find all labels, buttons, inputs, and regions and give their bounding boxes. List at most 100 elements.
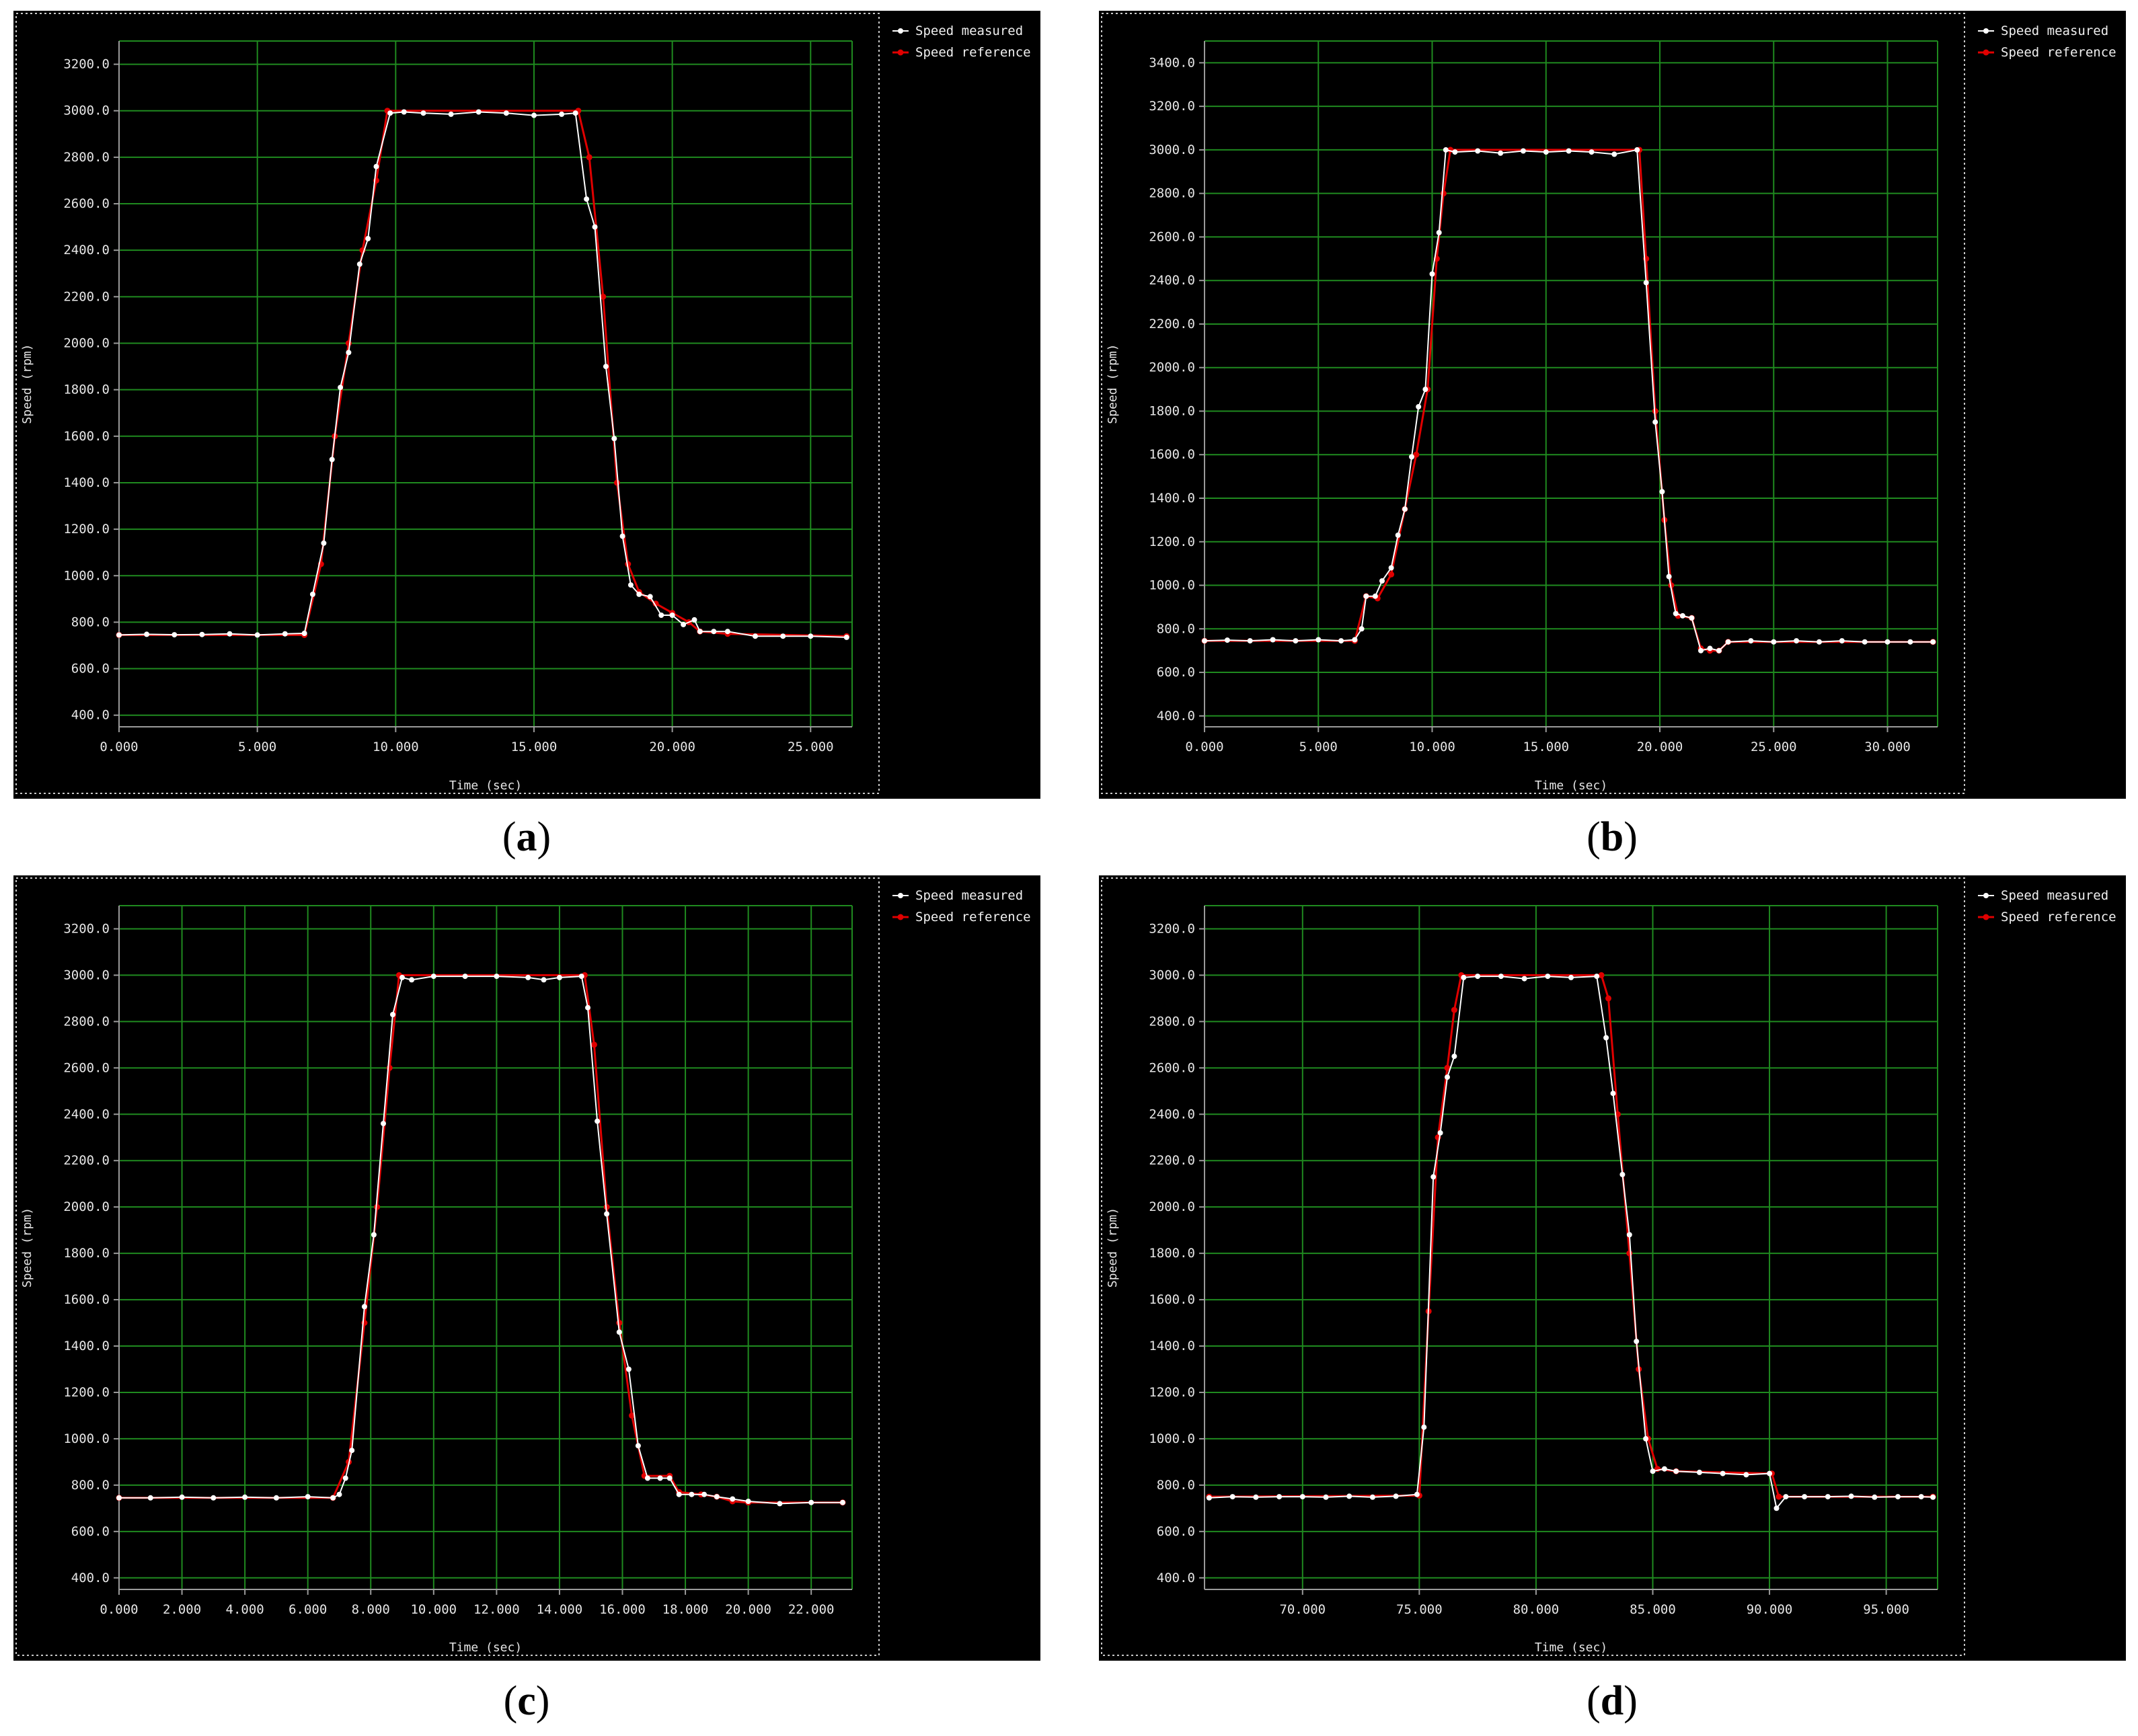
data-point <box>211 1495 217 1501</box>
data-point <box>273 1495 279 1501</box>
y-tick-label: 2400.0 <box>63 243 110 258</box>
x-tick-label: 70.000 <box>1279 1602 1326 1617</box>
series-line <box>1209 976 1934 1510</box>
y-tick-label: 1200.0 <box>1149 1385 1195 1400</box>
legend-reference-label: Speed reference <box>915 45 1031 60</box>
data-point <box>1767 1470 1773 1476</box>
data-point <box>1589 149 1595 155</box>
y-tick-label: 1000.0 <box>1149 578 1195 593</box>
y-tick-label: 2400.0 <box>63 1107 110 1121</box>
y-tick-label: 2800.0 <box>63 1014 110 1029</box>
x-tick-label: 25.000 <box>788 740 834 754</box>
data-point <box>373 163 379 169</box>
x-tick-label: 2.000 <box>163 1602 201 1617</box>
data-point <box>1626 1250 1633 1257</box>
legend-reference-label: Speed reference <box>2001 910 2116 924</box>
data-point <box>1872 1494 1878 1500</box>
plot-frame <box>1101 877 1965 1656</box>
grid <box>118 905 853 1589</box>
data-point <box>572 110 578 116</box>
data-point <box>730 1496 736 1502</box>
data-point <box>1696 1469 1702 1475</box>
legend-measured-marker <box>898 28 903 34</box>
series-line <box>1209 974 1934 1498</box>
data-point <box>1293 638 1299 644</box>
data-point <box>462 974 468 980</box>
data-point <box>1748 638 1754 644</box>
data-point <box>1725 639 1731 645</box>
y-tick-label: 800.0 <box>71 615 110 629</box>
x-tick-label: 20.000 <box>1637 740 1683 754</box>
data-point <box>1634 147 1640 153</box>
data-point <box>1568 974 1574 980</box>
data-point <box>1451 1007 1457 1013</box>
data-point <box>616 1320 623 1326</box>
y-tick-label: 2800.0 <box>63 150 110 165</box>
x-tick-label: 14.000 <box>537 1602 583 1617</box>
legend-reference-label: Speed reference <box>915 910 1031 924</box>
y-tick-label: 1800.0 <box>1149 1246 1195 1261</box>
chart-svg-a: 400.0 600.0 800.0 1000.0 1200.0 1400.0 1600.0 1… <box>15 13 1031 794</box>
data-point <box>1666 574 1672 580</box>
data-point <box>808 633 814 639</box>
data-point <box>1543 149 1549 155</box>
data-point <box>603 364 609 370</box>
data-point <box>676 1491 682 1497</box>
data-point <box>1475 974 1481 980</box>
data-point <box>1422 387 1428 393</box>
data-point <box>1610 1091 1616 1097</box>
data-point <box>753 633 758 639</box>
y-tick-label: 2200.0 <box>1149 317 1195 331</box>
data-point <box>1521 976 1527 982</box>
data-point <box>242 1494 248 1500</box>
series-speed-reference <box>1201 147 1936 654</box>
y-tick-label: 400.0 <box>71 1571 110 1585</box>
data-point <box>345 340 352 346</box>
y-tick-label: 3200.0 <box>1149 99 1195 114</box>
y-tick-label: 1800.0 <box>63 383 110 397</box>
data-point <box>1388 565 1394 571</box>
y-tick-label: 800.0 <box>71 1478 110 1493</box>
data-point <box>1202 638 1207 644</box>
data-point <box>494 974 500 980</box>
data-point <box>1643 280 1649 286</box>
data-point <box>1436 230 1442 235</box>
data-point <box>1661 1466 1667 1472</box>
y-axis-title: Speed (rpm) <box>20 344 34 424</box>
x-tick-label: 90.000 <box>1747 1602 1793 1617</box>
y-tick-label: 2400.0 <box>1149 1107 1195 1121</box>
data-point <box>116 1495 122 1501</box>
data-point <box>1270 637 1276 643</box>
x-tick-label: 5.000 <box>1299 740 1338 754</box>
data-point <box>691 617 697 623</box>
legend: Speed measured Speed reference <box>892 24 1031 60</box>
x-tick-label: 12.000 <box>473 1602 520 1617</box>
data-point <box>420 110 426 116</box>
data-point <box>1566 148 1572 154</box>
data-point <box>1679 613 1685 619</box>
caption-d: (d) <box>1587 1678 1638 1724</box>
caption-b: (b) <box>1587 814 1638 860</box>
data-point <box>595 1118 601 1124</box>
y-tick-label: 2600.0 <box>1149 229 1195 244</box>
data-point <box>1372 593 1378 599</box>
y-tick-label: 1200.0 <box>1149 535 1195 549</box>
data-point <box>346 350 352 356</box>
data-point <box>625 1366 632 1372</box>
data-point <box>808 1499 814 1505</box>
y-tick-label: 600.0 <box>71 1524 110 1539</box>
series-speed-reference <box>116 972 846 1506</box>
data-point <box>724 629 730 635</box>
data-point <box>531 112 537 118</box>
series-speed-measured <box>116 109 849 640</box>
data-point <box>669 613 675 618</box>
data-point <box>1930 1494 1936 1500</box>
data-point <box>592 224 598 230</box>
series-line <box>1204 149 1934 652</box>
data-point <box>627 582 634 588</box>
y-tick-label: 1000.0 <box>63 1431 110 1446</box>
legend-measured-marker <box>898 893 903 898</box>
data-point <box>556 974 562 980</box>
data-point <box>1475 148 1481 154</box>
data-point <box>1229 1494 1235 1500</box>
